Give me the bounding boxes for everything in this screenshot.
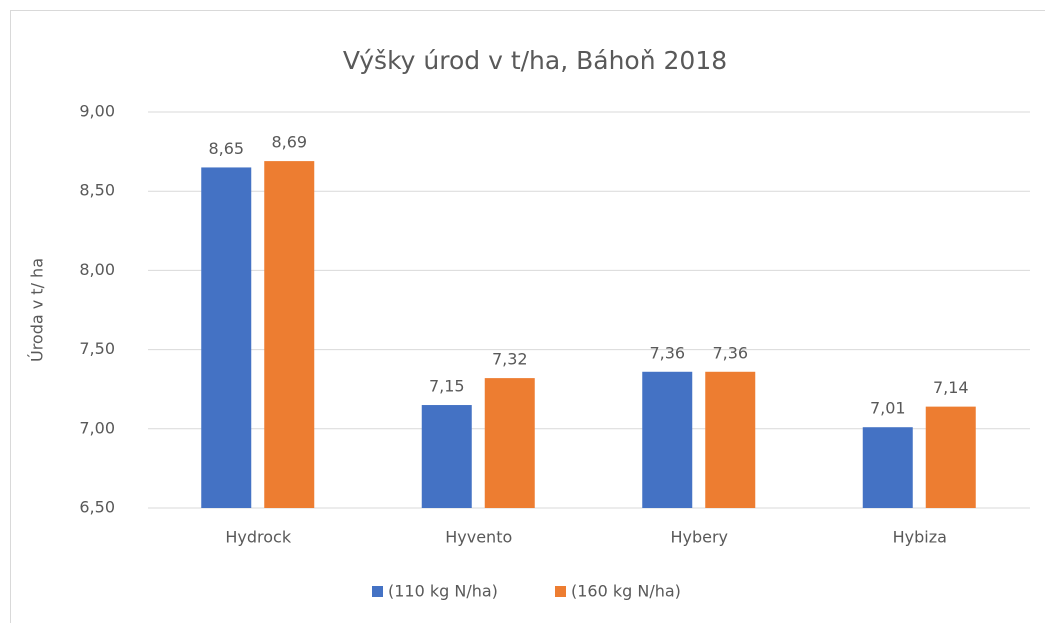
legend-label: (110 kg N/ha)	[388, 582, 498, 601]
x-tick-label: Hydrock	[225, 528, 291, 547]
bar	[422, 405, 472, 508]
y-tick-label: 9,00	[79, 102, 115, 121]
bar	[863, 427, 913, 508]
data-label: 7,14	[933, 378, 969, 397]
bar	[642, 372, 692, 508]
y-tick-label: 7,00	[79, 418, 115, 437]
y-tick-label: 8,50	[79, 181, 115, 200]
bar	[264, 161, 314, 508]
y-tick-label: 8,00	[79, 260, 115, 279]
data-label: 7,36	[712, 343, 748, 362]
data-label: 7,36	[649, 343, 685, 362]
legend-label: (160 kg N/ha)	[571, 582, 681, 601]
y-axis-label: Úroda v t/ ha	[28, 258, 47, 362]
data-label: 7,32	[492, 350, 528, 369]
chart-frame	[11, 11, 1045, 624]
x-tick-label: Hybery	[670, 528, 728, 547]
data-label: 8,69	[271, 133, 307, 152]
data-label: 7,15	[429, 377, 465, 396]
y-tick-label: 6,50	[79, 498, 115, 517]
chart-title: Výšky úrod v t/ha, Báhoň 2018	[343, 46, 727, 75]
x-tick-label: Hyvento	[445, 528, 512, 547]
bar	[705, 372, 755, 508]
x-tick-label: Hybiza	[893, 528, 947, 547]
y-tick-label: 7,50	[79, 339, 115, 358]
bar	[485, 378, 535, 508]
legend-swatch	[372, 586, 383, 597]
legend-swatch	[555, 586, 566, 597]
bar	[201, 167, 251, 508]
data-label: 7,01	[870, 399, 906, 418]
bar	[926, 407, 976, 508]
data-label: 8,65	[208, 139, 244, 158]
